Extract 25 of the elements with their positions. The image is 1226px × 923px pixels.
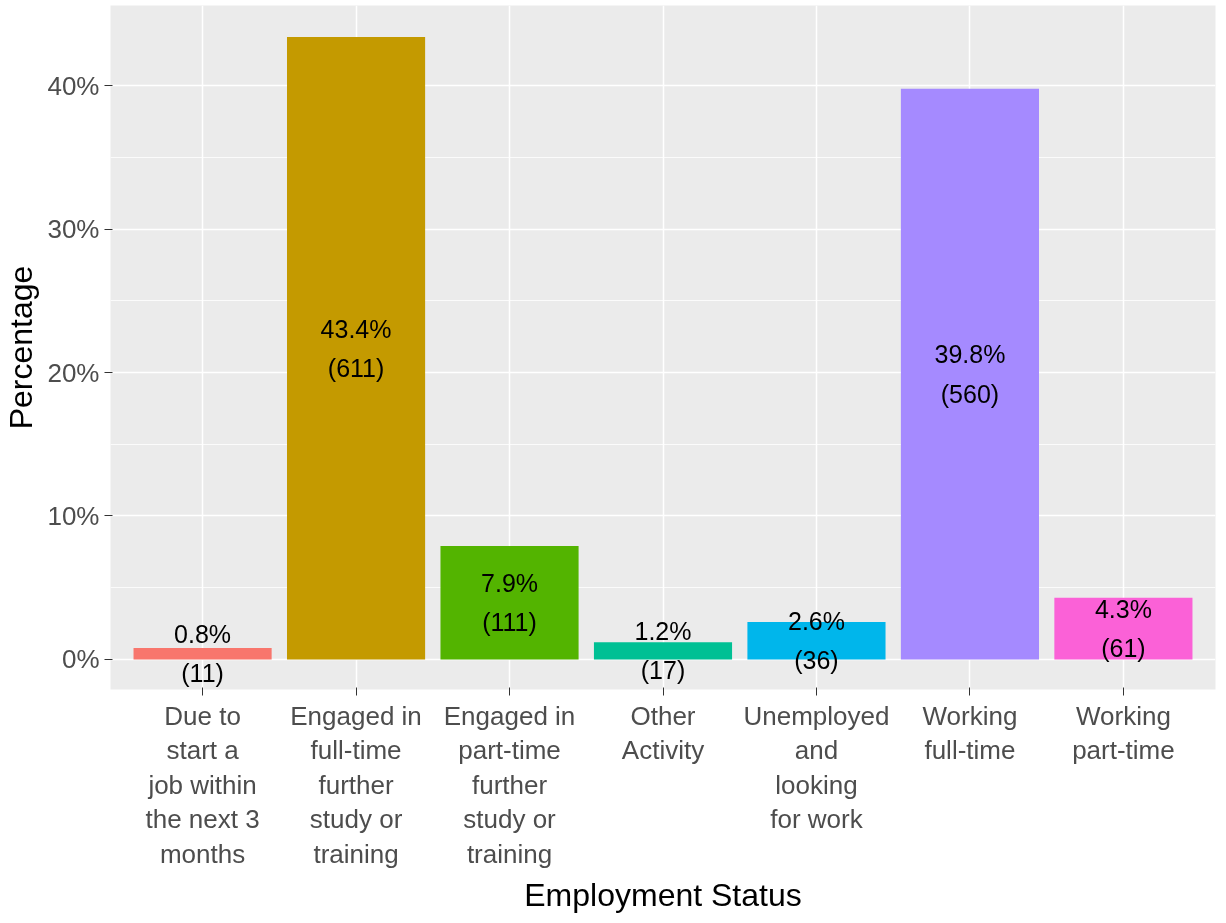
y-tick-label: 10%: [47, 500, 100, 531]
x-tick-label: Unemployed and looking for work: [743, 700, 890, 834]
x-axis-title: Employment Status: [524, 876, 802, 913]
data-label: 43.4% (611): [320, 314, 392, 382]
x-tick-label: Working full-time: [922, 700, 1018, 765]
x-tick-label: Other Activity: [621, 700, 705, 765]
data-label: 0.8% (11): [174, 620, 232, 688]
y-axis-title: Percentage: [3, 265, 40, 430]
x-tick-label: Due to start a job within the next 3 months: [145, 700, 260, 869]
y-tick-label: 30%: [47, 214, 100, 245]
bar: [286, 37, 426, 660]
data-label: 4.3% (61): [1094, 594, 1152, 663]
bar: [133, 647, 272, 660]
x-tick-label: Working part-time: [1072, 700, 1175, 765]
x-tick-label: Engaged in full-time further study or training: [290, 700, 422, 869]
bar: [593, 642, 733, 660]
y-tick-label: 0%: [61, 644, 100, 675]
y-tick-label: 40%: [47, 70, 100, 101]
data-label: 39.8% (560): [934, 340, 1006, 408]
bar: [440, 546, 579, 660]
y-tick-label: 20%: [47, 357, 100, 388]
data-label: 1.2% (17): [634, 617, 692, 685]
x-tick-label: Engaged in part-time further study or training: [443, 700, 576, 869]
bar: [900, 88, 1040, 660]
data-label: 7.9% (111): [481, 569, 539, 637]
